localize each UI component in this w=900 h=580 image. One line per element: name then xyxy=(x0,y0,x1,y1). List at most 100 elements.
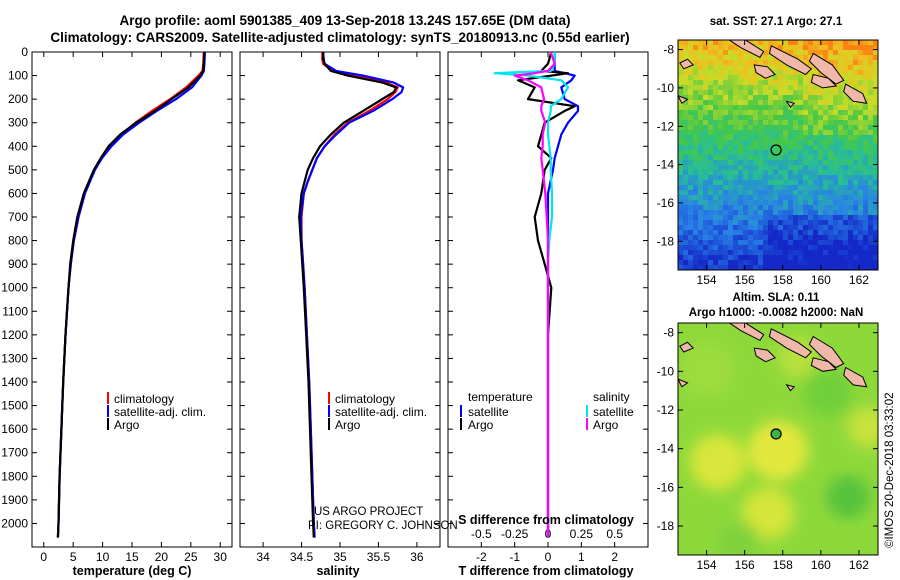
sst-cell xyxy=(763,95,768,100)
sst-cell xyxy=(713,105,718,110)
sst-cell xyxy=(783,70,788,75)
sst-cell xyxy=(753,130,758,135)
sst-cell xyxy=(678,50,683,55)
legend-sal-satellite: satellite xyxy=(593,405,634,419)
sst-cell xyxy=(808,155,813,160)
sst-cell xyxy=(753,75,758,80)
sst-cell xyxy=(783,105,788,110)
sst-cell xyxy=(688,160,693,165)
sst-cell xyxy=(793,240,798,245)
sst-cell xyxy=(798,50,803,55)
sst-cell xyxy=(853,240,858,245)
island xyxy=(728,323,765,342)
sst-cell xyxy=(813,160,818,165)
sst-cell xyxy=(833,240,838,245)
sst-cell xyxy=(773,85,778,90)
sst-cell xyxy=(703,60,708,65)
sst-cell xyxy=(738,260,743,265)
legend-temp-satellite: satellite xyxy=(468,405,509,419)
island xyxy=(843,366,868,388)
sst-cell xyxy=(703,245,708,250)
sst-cell xyxy=(873,245,878,250)
sst-cell xyxy=(733,170,738,175)
y-tick-label: 0 xyxy=(21,45,28,59)
map-field xyxy=(678,40,878,270)
sst-cell xyxy=(828,140,833,145)
sst-cell xyxy=(703,85,708,90)
sst-cell xyxy=(763,105,768,110)
sst-cell xyxy=(773,185,778,190)
sst-cell xyxy=(828,105,833,110)
sst-cell xyxy=(768,250,773,255)
sst-cell xyxy=(823,195,828,200)
sst-cell xyxy=(773,265,778,270)
sst-cell xyxy=(868,250,873,255)
sst-cell xyxy=(808,225,813,230)
sst-cell xyxy=(763,80,768,85)
sst-cell xyxy=(788,250,793,255)
sst-cell xyxy=(698,220,703,225)
sst-cell xyxy=(728,235,733,240)
sst-cell xyxy=(758,250,763,255)
sst-cell xyxy=(863,225,868,230)
sst-cell xyxy=(838,185,843,190)
sst-cell xyxy=(843,125,848,130)
sst-cell xyxy=(843,255,848,260)
sst-cell xyxy=(793,100,798,105)
sst-cell xyxy=(703,185,708,190)
sst-cell xyxy=(873,190,878,195)
sst-cell xyxy=(863,200,868,205)
sst-cell xyxy=(738,205,743,210)
sst-cell xyxy=(758,245,763,250)
y-tick-label: 1000 xyxy=(1,281,28,295)
sst-cell xyxy=(803,55,808,60)
sst-cell xyxy=(708,265,713,270)
sst-cell xyxy=(718,155,723,160)
sst-cell xyxy=(823,105,828,110)
sst-cell xyxy=(843,230,848,235)
sst-cell xyxy=(733,220,738,225)
sst-cell xyxy=(743,130,748,135)
sst-cell xyxy=(828,125,833,130)
sst-cell xyxy=(803,140,808,145)
sst-cell xyxy=(778,105,783,110)
sst-cell xyxy=(773,75,778,80)
sst-cell xyxy=(743,75,748,80)
sst-cell xyxy=(723,160,728,165)
sst-cell xyxy=(723,210,728,215)
sst-cell xyxy=(728,70,733,75)
sst-cell xyxy=(828,185,833,190)
sst-cell xyxy=(743,165,748,170)
sst-cell xyxy=(768,155,773,160)
legend-sal-argo: Argo xyxy=(593,418,619,432)
sst-cell xyxy=(788,205,793,210)
sst-cell xyxy=(733,245,738,250)
sst-cell xyxy=(703,220,708,225)
sla-map-subtitle: Argo h1000: -0.0082 h2000: NaN xyxy=(689,307,864,319)
sst-cell xyxy=(718,135,723,140)
sst-cell xyxy=(738,210,743,215)
sst-cell xyxy=(698,100,703,105)
sst-cell xyxy=(773,205,778,210)
sst-cell xyxy=(793,200,798,205)
sst-cell xyxy=(833,155,838,160)
sst-cell xyxy=(803,155,808,160)
x-tick-label: 25 xyxy=(184,550,198,564)
sst-cell xyxy=(753,125,758,130)
sst-cell xyxy=(783,135,788,140)
sst-cell xyxy=(838,125,843,130)
sst-cell xyxy=(838,140,843,145)
sst-cell xyxy=(733,165,738,170)
y-tick-label: 600 xyxy=(8,186,28,200)
sst-cell xyxy=(803,100,808,105)
sst-cell xyxy=(743,160,748,165)
sst-cell xyxy=(713,45,718,50)
sst-cell xyxy=(753,215,758,220)
sst-cell xyxy=(773,70,778,75)
sst-cell xyxy=(753,150,758,155)
sst-cell xyxy=(763,240,768,245)
sst-cell xyxy=(813,175,818,180)
sst-cell xyxy=(698,120,703,125)
sst-cell xyxy=(758,165,763,170)
sst-cell xyxy=(828,120,833,125)
